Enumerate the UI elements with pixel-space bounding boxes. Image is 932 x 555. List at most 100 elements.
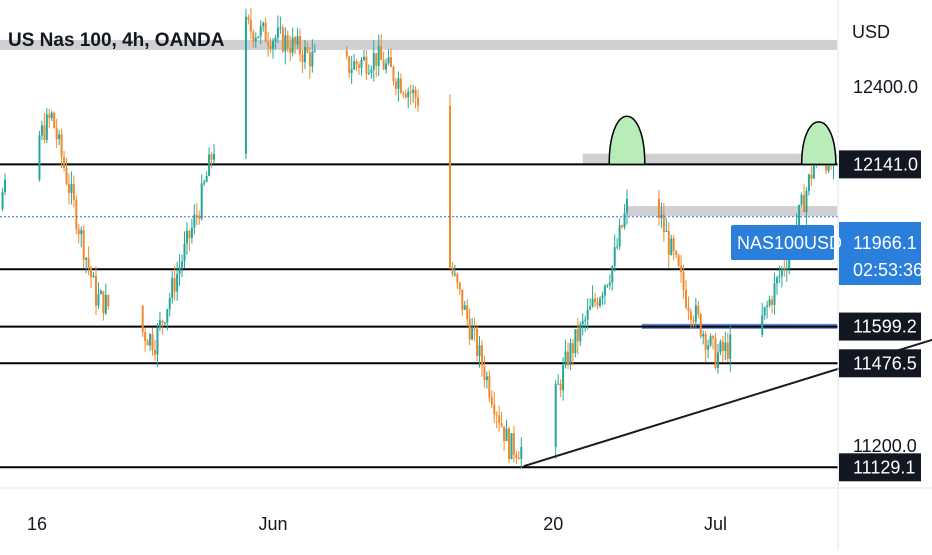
level-badge-label-0: 12141.0 [853, 154, 918, 174]
candle-body-91 [348, 56, 351, 73]
candle-body-185 [670, 238, 673, 255]
candle-body-186 [672, 238, 675, 252]
candle-body-104 [380, 46, 383, 60]
y-tick-labels: 12400.0 11200.0 [853, 77, 918, 456]
candle-body-101 [372, 53, 375, 70]
candle-body-39 [161, 320, 164, 323]
candle-body-77 [284, 35, 287, 52]
candle-body-32 [144, 332, 147, 342]
candle-body-125 [461, 289, 464, 310]
candle-body-210 [761, 315, 764, 335]
candle-body-231 [812, 164, 815, 179]
candle-body-178 [623, 212, 626, 227]
candle-body-188 [677, 255, 680, 266]
candle-body-87 [308, 52, 311, 67]
candle-body-167 [596, 302, 599, 306]
candle-body-154 [564, 351, 567, 366]
countdown-timer: 02:53:36 [853, 260, 923, 280]
candle-body-209 [729, 334, 732, 359]
candle-body-133 [480, 345, 483, 367]
candle-body-37 [156, 327, 159, 355]
candle-body-14 [67, 183, 70, 193]
candle-body-47 [181, 261, 184, 268]
candle-body-115 [407, 91, 410, 98]
candle-body-145 [510, 433, 513, 460]
candle-body-29 [104, 294, 107, 314]
candle-body-211 [763, 306, 766, 316]
current-price-badge: 11966.1 02:53:36 [839, 222, 923, 285]
candle-body-20 [82, 230, 85, 260]
candle-body-182 [662, 214, 665, 232]
candle-body-219 [783, 268, 786, 270]
candle-body-31 [141, 305, 144, 333]
candle-body-220 [785, 268, 788, 270]
symbol-badge-bg [731, 225, 834, 260]
candle-body-200 [707, 345, 710, 350]
candle-body-123 [456, 273, 459, 283]
level-layer [0, 163, 838, 469]
candle-body-136 [488, 376, 491, 398]
candle-body-64 [252, 31, 255, 42]
candle-body-110 [394, 81, 397, 89]
level-badge-bg-4 [839, 453, 921, 482]
candle-body-54 [198, 215, 201, 219]
candle-body-212 [766, 305, 769, 307]
candle-body-108 [390, 57, 392, 67]
candle-body-149 [520, 446, 523, 460]
candle-body-50 [188, 230, 191, 239]
candle-body-13 [65, 167, 68, 184]
candle-body-79 [289, 47, 292, 53]
candle-body-236 [825, 160, 828, 171]
candle-body-60 [213, 153, 215, 160]
candle-body-207 [724, 342, 727, 352]
candle-body-201 [709, 336, 712, 346]
candle-body-147 [515, 454, 518, 458]
candle-body-95 [358, 64, 361, 68]
candle-body-71 [269, 45, 272, 49]
candle-body-103 [377, 46, 380, 66]
x-axis[interactable]: 16Jun20Jul18Aug [27, 514, 932, 534]
candle-body-226 [800, 195, 803, 205]
candle-body-153 [562, 365, 565, 391]
candle-body-88 [311, 51, 314, 67]
candle-body-17 [75, 199, 78, 230]
zone-gray-2 [627, 206, 837, 217]
candle-body-45 [176, 273, 179, 292]
candle-body-124 [458, 282, 461, 290]
candle-body-48 [183, 243, 186, 262]
candle-body-221 [788, 254, 791, 269]
candle-body-61 [244, 16, 247, 154]
candle-body-92 [350, 69, 353, 73]
candle-body-111 [397, 78, 400, 89]
candle-body-8 [53, 112, 56, 129]
candle-body-184 [667, 230, 670, 255]
candle-body-172 [608, 282, 611, 286]
candle-body-43 [171, 277, 174, 299]
symbol-badge[interactable]: NAS100USD [731, 225, 842, 260]
candle-body-225 [798, 204, 801, 227]
candle-body-1 [4, 179, 7, 192]
candle-body-166 [594, 298, 597, 303]
candle-body-16 [72, 183, 75, 200]
candle-body-24 [92, 275, 95, 278]
candle-body-89 [313, 50, 316, 52]
candle-body-5 [45, 114, 48, 141]
candle-body-26 [97, 293, 100, 306]
candle-body-169 [601, 295, 604, 299]
candle-body-69 [264, 22, 267, 42]
top-arc-1[interactable] [800, 121, 837, 166]
candle-body-157 [571, 343, 574, 354]
candle-body-151 [557, 383, 560, 385]
candle-body-177 [621, 225, 624, 227]
candle-body-19 [80, 230, 83, 235]
candle-body-155 [567, 351, 569, 366]
x-tick-label-1: Jun [258, 514, 287, 534]
candle-body-102 [375, 53, 378, 66]
candle-body-140 [498, 415, 501, 424]
candle-body-128 [468, 318, 471, 340]
top-arc-0[interactable] [608, 115, 646, 166]
candle-body-198 [702, 334, 705, 337]
